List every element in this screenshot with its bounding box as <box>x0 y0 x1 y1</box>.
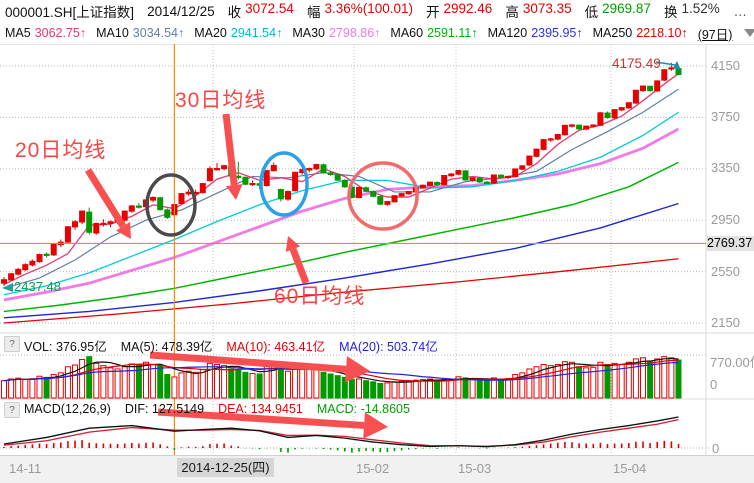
y-label-4150: 4150 <box>711 58 740 73</box>
time-label-1504: 15-04 <box>613 461 647 476</box>
annotation-ma20-text: 20日均线 <box>15 139 107 162</box>
dif-value: DIF: 127.5149 <box>124 402 205 416</box>
low-price-label: 2437.48 <box>14 279 61 294</box>
volume-axis-zero: 0 <box>710 377 718 392</box>
macd-name: MACD(12,26,9) <box>24 402 111 416</box>
high-price-label: 4175.49 <box>612 56 661 71</box>
ma120-legend: MA120 2395.95↑ <box>487 26 583 40</box>
crosshair-price-badge: 2769.37 <box>707 236 754 251</box>
ma10-legend: MA10 3034.54↑ <box>96 26 185 40</box>
info-bar: 000001.SH[上证指数] 2014/12/25 收 3072.54 幅 3… <box>0 0 754 22</box>
field-change: 幅 3.36%(100.01) <box>306 1 414 20</box>
volume-help-icon[interactable]: ? <box>4 336 20 352</box>
macd-help-icon[interactable]: ? <box>4 402 20 418</box>
field-high: 高 3073.35 <box>505 1 572 20</box>
y-label-3350: 3350 <box>711 160 740 175</box>
dea-value: DEA: 134.9451 <box>218 402 303 416</box>
quote-date: 2014/12/25 <box>147 3 215 19</box>
vol-ma10-value: MA(10): 463.41亿 <box>226 340 326 354</box>
annotation-ma30-text: 30日均线 <box>175 89 267 112</box>
y-label-2550: 2550 <box>711 264 740 279</box>
ma250-legend: MA250 2218.10↑ <box>592 26 688 40</box>
time-label-1503: 15-03 <box>458 461 492 476</box>
macd-axis-zero: 0 <box>712 441 720 456</box>
time-axis[interactable] <box>0 455 754 483</box>
vol-ma20-value: MA(20): 503.74亿 <box>339 340 438 354</box>
field-low: 低 2969.87 <box>584 1 651 20</box>
volume-header: VOL: 376.95亿 MA(5): 478.39亿 MA(10): 463.… <box>24 336 438 355</box>
time-label-1502: 15-02 <box>356 461 390 476</box>
crosshair-date-badge: 2014-12-25(四) <box>177 458 274 477</box>
ma20-legend: MA20 2941.54↑ <box>194 26 283 40</box>
chevron-down-icon[interactable] <box>744 29 754 37</box>
ma-legend-bar: MA5 3062.75↑ MA10 3034.54↑ MA20 2941.54↑ MA… <box>0 22 754 45</box>
y-label-3750: 3750 <box>711 109 740 124</box>
annotation-ma60-text: 60日均线 <box>274 285 366 308</box>
y-label-2950: 2950 <box>711 212 740 227</box>
macd-value: MACD: -14.8605 <box>316 402 410 416</box>
more-menu-icon[interactable]: … <box>733 3 748 19</box>
time-label-1411: 14-11 <box>9 461 42 476</box>
field-open: 开 2992.46 <box>426 1 493 20</box>
vol-value: VOL: 376.95亿 <box>24 340 107 354</box>
vol-ma5-value: MA(5): 478.39亿 <box>120 340 213 354</box>
y-label-2150: 2150 <box>711 315 740 330</box>
field-turnover: 换 1.52% <box>663 1 720 20</box>
ma60-legend: MA60 2591.11↑ <box>390 26 478 40</box>
period-selector[interactable]: (97日) <box>697 27 733 42</box>
ma5-legend: MA5 3062.75↑ <box>5 26 87 40</box>
symbol-title: 000001.SH[上证指数] <box>5 5 135 20</box>
ma30-legend: MA30 2798.86↑ <box>292 26 381 40</box>
volume-axis-max: 770.00亿 <box>710 355 754 370</box>
field-close: 收 3072.54 <box>227 1 294 20</box>
macd-header: MACD(12,26,9) DIF: 127.5149 DEA: 134.945… <box>24 402 410 416</box>
